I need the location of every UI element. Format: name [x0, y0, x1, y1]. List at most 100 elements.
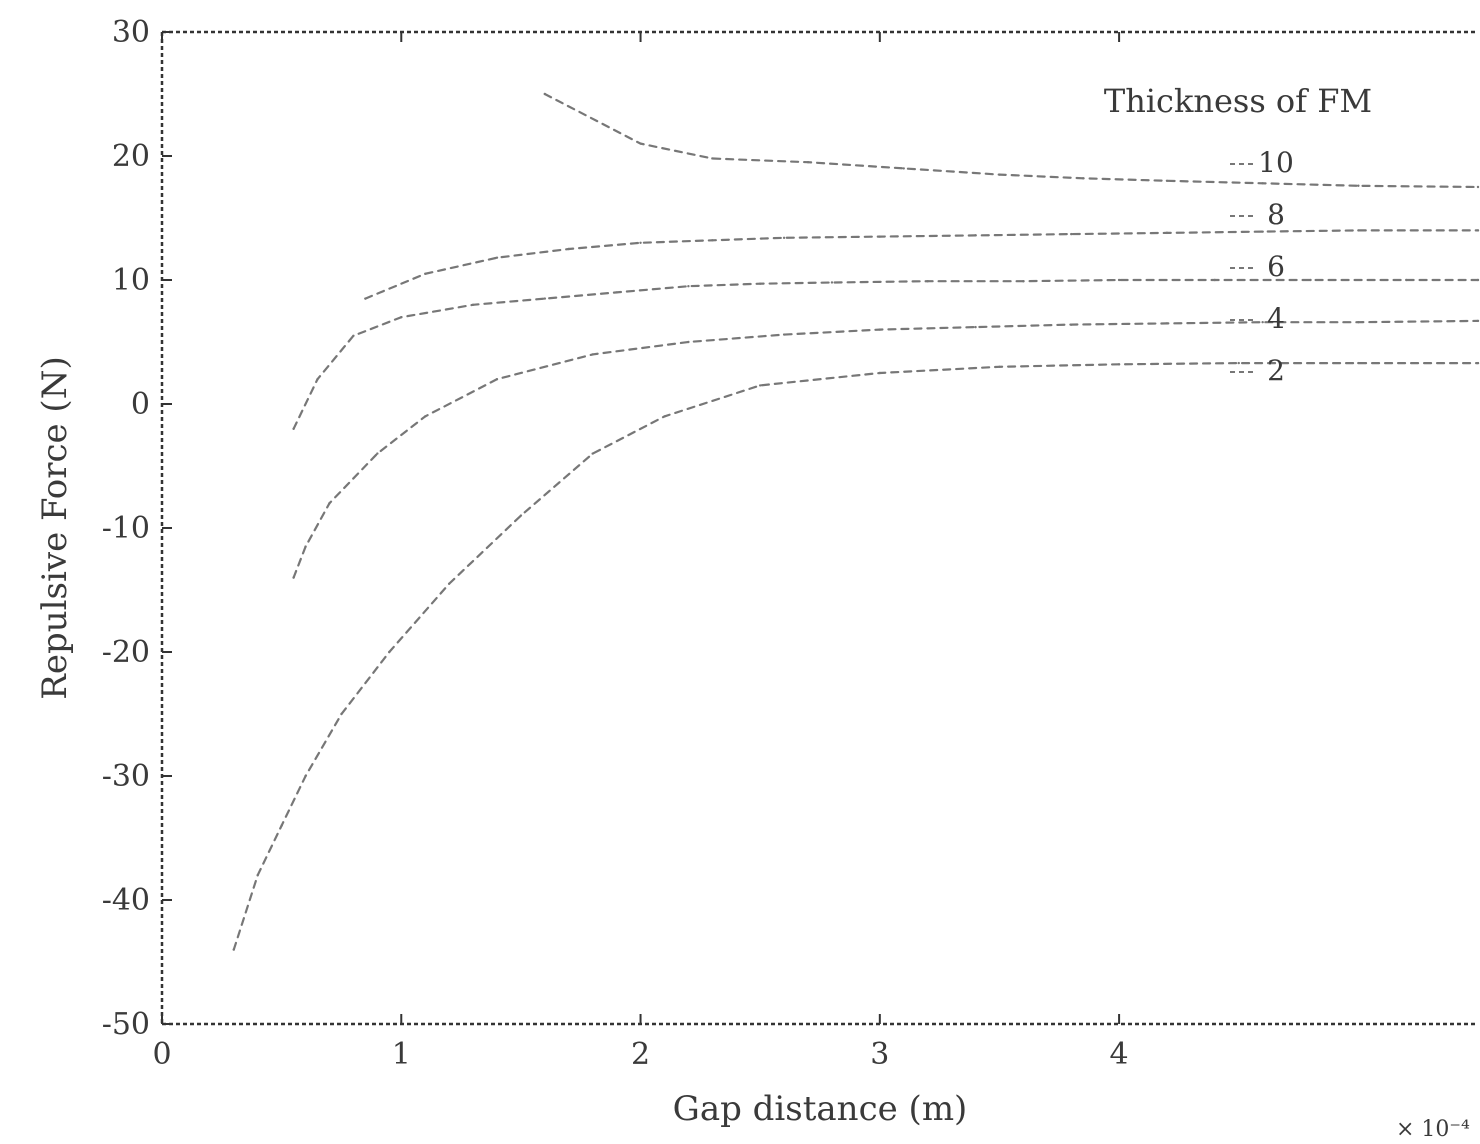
data-point: [304, 774, 307, 778]
data-point: [998, 365, 1001, 368]
data-point: [424, 272, 427, 275]
x-axis-multiplier: × 10⁻⁴: [1396, 1117, 1470, 1142]
y-tick-label: -10: [102, 511, 150, 546]
data-point: [1405, 278, 1408, 282]
legend-entry-label: 2: [1267, 354, 1285, 387]
legend-entry-label: 8: [1267, 198, 1285, 231]
x-axis-title: Gap distance (m): [673, 1089, 968, 1129]
legend-entry-label: 10: [1258, 146, 1294, 179]
data-point: [447, 582, 451, 585]
data-point: [567, 247, 570, 251]
plot-frame: [160, 30, 1478, 1026]
data-point: [1476, 229, 1480, 232]
y-tick-label: -40: [102, 883, 150, 918]
legend-title: Thickness of FM: [1104, 82, 1372, 120]
data-point: [639, 142, 642, 145]
data-point: [1476, 278, 1480, 282]
data-point: [926, 280, 929, 283]
data-point: [782, 236, 786, 240]
y-tick-label: -20: [102, 635, 150, 670]
x-tick-label: 3: [870, 1037, 889, 1072]
data-point: [292, 427, 295, 430]
x-tick-label: 2: [631, 1037, 650, 1072]
data-point: [687, 340, 690, 344]
data-point: [280, 824, 283, 827]
data-point: [1165, 179, 1169, 182]
data-point: [424, 415, 427, 418]
data-point: [663, 415, 666, 418]
series-line-2: [232, 362, 1480, 951]
data-point: [1213, 278, 1217, 282]
data-point: [1261, 182, 1264, 185]
data-point: [1476, 319, 1480, 323]
data-point: [316, 378, 319, 381]
y-tick-label: 30: [112, 15, 150, 50]
data-point: [1476, 361, 1480, 365]
data-point: [232, 948, 235, 951]
data-point: [1261, 320, 1264, 324]
data-point: [758, 384, 762, 387]
data-point: [711, 157, 714, 160]
data-point: [591, 452, 594, 455]
data-point: [495, 256, 499, 259]
x-tick-label: 1: [392, 1037, 411, 1072]
data-point: [304, 545, 307, 548]
data-point: [1022, 280, 1025, 283]
data-point: [1237, 361, 1240, 365]
data-point: [974, 234, 977, 237]
y-axis-title: Repulsive Force (N): [35, 356, 75, 699]
data-point: [376, 452, 379, 455]
data-point: [364, 297, 367, 300]
data-point: [1117, 278, 1121, 282]
x-tick-label: 4: [1110, 1037, 1129, 1072]
legend-entry-label: 4: [1267, 302, 1285, 335]
series-line-4: [292, 319, 1480, 579]
data-point: [1165, 322, 1169, 325]
data-point: [292, 576, 295, 579]
y-tick-label: 10: [112, 263, 150, 298]
data-point: [830, 281, 834, 284]
series-line-8: [364, 229, 1480, 300]
y-tick-label: 20: [112, 139, 150, 174]
data-point: [687, 285, 690, 288]
data-point: [543, 92, 547, 96]
data-point: [328, 502, 331, 505]
data-point: [1082, 177, 1085, 180]
data-point: [1165, 231, 1169, 235]
data-point: [1357, 320, 1360, 324]
y-tick-label: -30: [102, 759, 150, 794]
data-point: [543, 297, 547, 300]
x-tick-label: 0: [152, 1037, 171, 1072]
data-point: [1476, 185, 1480, 189]
data-point: [615, 291, 618, 294]
data-point: [1117, 363, 1121, 366]
data-point: [471, 303, 475, 306]
data-point: [806, 161, 810, 164]
data-point: [256, 874, 259, 877]
data-point: [998, 173, 1001, 176]
data-point: [352, 334, 355, 337]
data-point: [782, 333, 786, 336]
series-layer: [232, 92, 1480, 951]
data-point: [878, 371, 882, 375]
y-tick-label: -50: [102, 1007, 150, 1042]
data-point: [1070, 323, 1073, 326]
data-point: [591, 353, 594, 356]
data-point: [400, 316, 403, 319]
data-point: [1070, 232, 1073, 236]
data-point: [495, 378, 499, 381]
data-point: [1357, 229, 1360, 232]
legend-entry-label: 6: [1267, 250, 1285, 283]
data-point: [1357, 184, 1360, 187]
data-point: [974, 325, 977, 329]
data-point: [758, 282, 762, 285]
data-point: [878, 235, 882, 238]
data-point: [878, 328, 882, 331]
data-point: [519, 514, 523, 517]
legend: Thickness of FM 10 8 6 4 2: [1104, 82, 1372, 387]
tick-layer: 0 1 2 3 4 30 20 10 0 -10 -20 -30 -40 -50: [102, 15, 1129, 1072]
data-point: [340, 712, 343, 716]
data-point: [388, 650, 391, 654]
data-point: [1357, 361, 1360, 365]
